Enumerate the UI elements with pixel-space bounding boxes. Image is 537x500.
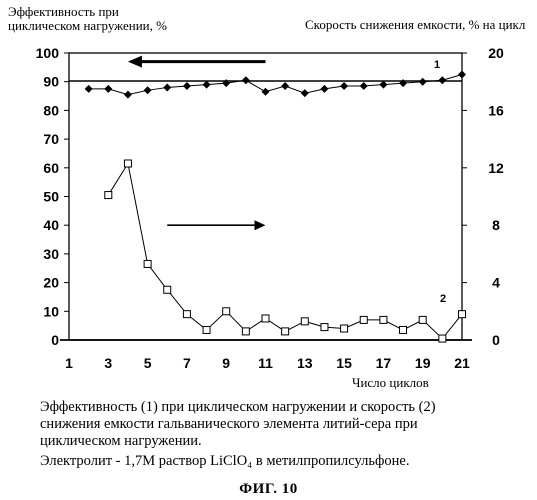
y-left-tick-label: 70 <box>43 131 59 147</box>
x-tick-label: 7 <box>183 355 191 371</box>
series-2-label: 2 <box>440 293 446 305</box>
y-left-label-line-2: циклическом нагружении, % <box>8 18 167 33</box>
axes <box>60 52 472 341</box>
dual-axis-line-chart: Эффективность при циклическом нагружении… <box>8 4 526 390</box>
x-tick-label: 1 <box>65 355 73 371</box>
series-2-point <box>241 327 250 336</box>
y-right-tick-label: 16 <box>488 102 504 118</box>
series-1-point <box>123 90 132 99</box>
series-1-point <box>418 77 427 86</box>
series-1-label: 1 <box>434 59 440 71</box>
y-left-tick-label: 30 <box>43 246 59 262</box>
x-tick-label: 19 <box>415 355 431 371</box>
series-1-point <box>359 82 368 91</box>
series-1-line <box>88 74 463 96</box>
data-series: 12 <box>84 59 466 343</box>
series-2-point <box>143 259 152 268</box>
y-right-label: Скорость снижения емкости, % на цикл <box>305 17 526 32</box>
series-2-point <box>300 317 309 326</box>
series-2-point <box>438 334 447 343</box>
series-2-line <box>107 162 463 340</box>
series-1-point <box>340 82 349 91</box>
y-left-tick-label: 90 <box>43 74 59 90</box>
series-1-point <box>438 76 447 85</box>
series-2-point <box>163 285 172 294</box>
arrow-head <box>127 55 142 68</box>
x-tick-label: 3 <box>104 355 112 371</box>
x-tick-label: 11 <box>258 355 273 371</box>
x-tick-label: 13 <box>297 355 313 371</box>
y-left-tick-label: 60 <box>43 160 59 176</box>
series-2-point <box>202 325 211 334</box>
series-1-point <box>399 79 408 88</box>
series-1-point <box>163 83 172 92</box>
y-left-tick-label: 10 <box>43 303 59 319</box>
series-2-point <box>222 307 231 316</box>
x-tick-label: 17 <box>376 355 392 371</box>
y-left-label-line-1: Эффективность при <box>8 4 119 19</box>
y-right-tick-label: 4 <box>492 275 500 291</box>
series-2-point <box>379 315 388 324</box>
y-left-tick-label: 80 <box>43 102 59 118</box>
series-2: 2 <box>104 159 466 343</box>
y-left-tick-label: 40 <box>43 217 59 233</box>
series-1-point <box>261 87 270 96</box>
series-2-point <box>359 315 368 324</box>
series-2-point <box>182 310 191 319</box>
series-1-point <box>379 80 388 89</box>
y-right-tick-label: 0 <box>492 332 500 348</box>
y-right-tick-label: 8 <box>492 217 500 233</box>
series-1-point <box>104 84 113 93</box>
series-1-point <box>222 79 231 88</box>
series-1-point <box>182 82 191 91</box>
arrow-head <box>254 220 266 231</box>
series-2-point <box>261 314 270 323</box>
x-axis-label: Число циклов <box>352 375 429 390</box>
x-tick-label: 15 <box>336 355 352 371</box>
y-left-tick-label: 100 <box>36 45 60 61</box>
series-1-point <box>241 76 250 85</box>
series-1-point <box>281 82 290 91</box>
series-1-point <box>300 89 309 98</box>
series-2-point <box>418 315 427 324</box>
series-1-point <box>202 80 211 89</box>
y-right-tick-label: 20 <box>488 45 504 61</box>
x-tick-label: 9 <box>222 355 230 371</box>
y-right-tick-label: 12 <box>488 160 504 176</box>
series-2-point <box>123 159 132 168</box>
series-2-point <box>458 310 466 319</box>
series-1-point <box>143 86 152 95</box>
series-1-point <box>458 70 466 79</box>
x-tick-label: 5 <box>144 355 152 371</box>
direction-arrow-right <box>167 220 266 231</box>
series-2-point <box>340 324 349 333</box>
caption-line-2: снижения емкости гальванического элемент… <box>40 416 418 432</box>
caption-electrolyte: Электролит - 1,7М раствор LiClO₄ в метил… <box>40 453 410 469</box>
y-left-tick-label: 50 <box>43 189 59 205</box>
series-2-point <box>281 327 290 336</box>
direction-arrow-left <box>127 55 266 68</box>
series-1-point <box>320 84 329 93</box>
figure-caption: Эффективность (1) при циклическом нагруж… <box>40 399 520 470</box>
caption-line-1: Эффективность (1) при циклическом нагруж… <box>40 399 436 415</box>
figure-label: ФИГ. 10 <box>239 481 298 497</box>
series-2-point <box>320 323 329 332</box>
series-2-point <box>399 325 408 334</box>
caption-line-3: циклическом нагружении. <box>40 433 202 449</box>
y-left-tick-label: 20 <box>43 275 59 291</box>
series-1: 1 <box>84 59 466 99</box>
series-1-point <box>84 84 93 93</box>
y-left-tick-label: 0 <box>51 332 59 348</box>
series-2-point <box>104 191 113 200</box>
x-tick-label: 21 <box>454 355 470 371</box>
direction-arrows <box>127 55 266 231</box>
